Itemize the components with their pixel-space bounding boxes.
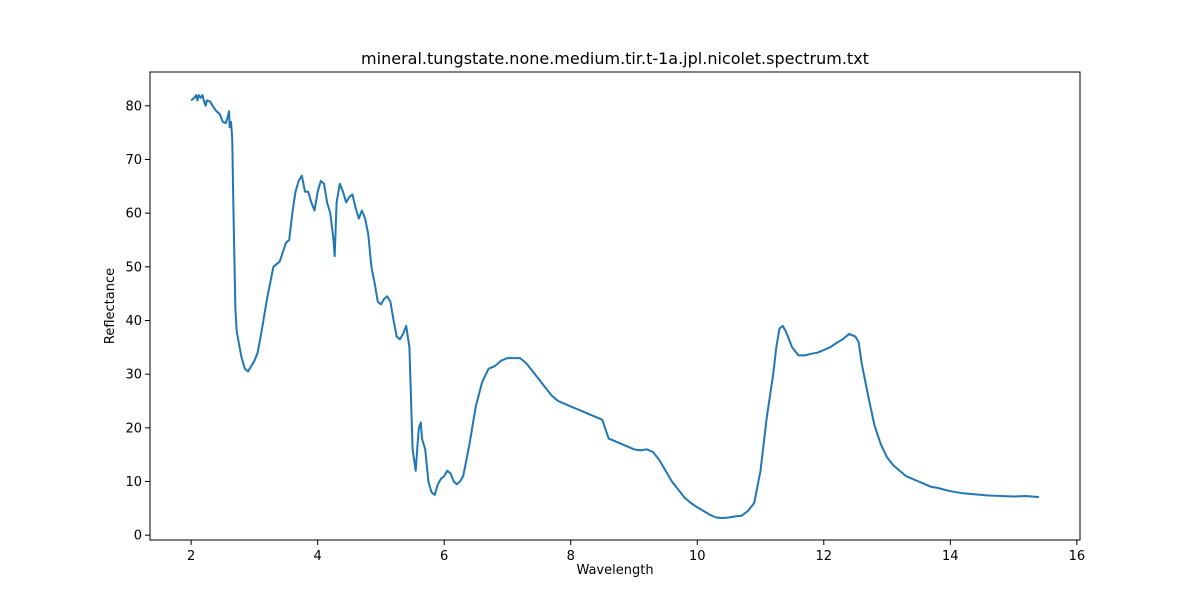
plot-area xyxy=(190,94,1039,519)
y-tick-label: 60 xyxy=(125,207,142,222)
x-tick-label: 10 xyxy=(689,549,706,564)
x-tick-label: 4 xyxy=(314,549,322,564)
x-tick-label: 12 xyxy=(816,549,833,564)
y-axis: 0 10 20 30 40 50 60 70 80 xyxy=(125,99,150,544)
plot-frame xyxy=(149,71,1081,541)
y-tick-label: 70 xyxy=(125,153,142,168)
x-axis: 2 4 6 8 10 12 14 16 xyxy=(187,540,1085,564)
y-tick-label: 20 xyxy=(125,421,142,436)
x-tick-label: 6 xyxy=(440,549,448,564)
y-tick-label: 0 xyxy=(134,529,142,544)
spectrum-line-0 xyxy=(190,94,1039,519)
y-tick-label: 80 xyxy=(125,99,142,114)
y-axis-label: Reflectance xyxy=(103,268,118,344)
x-tick-label: 14 xyxy=(942,549,959,564)
x-axis-label: Wavelength xyxy=(576,563,653,578)
chart-title: mineral.tungstate.none.medium.tir.t-1a.j… xyxy=(361,49,869,68)
x-tick-label: 8 xyxy=(567,549,575,564)
y-tick-label: 30 xyxy=(125,368,142,383)
x-tick-label: 2 xyxy=(187,549,195,564)
y-tick-label: 10 xyxy=(125,475,142,490)
y-tick-label: 50 xyxy=(125,260,142,275)
x-tick-label: 16 xyxy=(1069,549,1086,564)
y-tick-label: 40 xyxy=(125,314,142,329)
